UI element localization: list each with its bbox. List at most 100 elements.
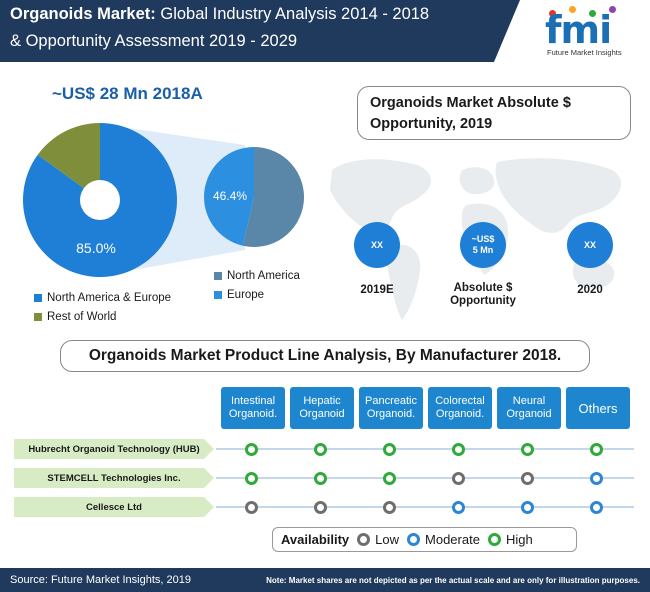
header-banner xyxy=(0,0,520,62)
pie-main-data-label: 85.0% xyxy=(76,240,116,256)
pie-charts: 85.0% 46.4% xyxy=(22,123,305,277)
opportunity-circle-2019: XX xyxy=(354,222,400,268)
column-header-line1: Pancreatic xyxy=(365,395,417,407)
logo-subtitle: Future Market Insights xyxy=(547,48,622,57)
page-title-rest: Global Industry Analysis 2014 - 2018 xyxy=(155,5,430,23)
availability-high: High xyxy=(487,532,533,547)
availability-dot-high xyxy=(451,442,465,456)
opportunity-title-line1: Organoids Market Absolute $ xyxy=(370,95,571,111)
pie-sub-slice-0 xyxy=(242,147,305,248)
availability-title: Availability xyxy=(281,532,350,547)
opportunity-circle-absolute: ~US$ 5 Mn xyxy=(460,222,506,268)
availability-dot-moderate xyxy=(589,471,603,485)
availability-dot-low xyxy=(520,471,534,485)
opportunity-label-2019: 2019E xyxy=(360,284,394,296)
page-title-bold: Organoids Market: xyxy=(10,5,156,23)
availability-dot-high xyxy=(313,442,327,456)
opportunity-label-absolute-line2: Opportunity xyxy=(450,295,516,307)
opportunity-label-absolute-line1: Absolute $ xyxy=(453,282,513,294)
moderate-dot-icon xyxy=(407,533,421,546)
availability-dot-moderate xyxy=(520,500,534,514)
availability-dot-moderate xyxy=(589,500,603,514)
column-header-neural: Neural Organoid xyxy=(497,387,561,429)
opportunity-value-absolute-line1: ~US$ xyxy=(471,234,495,244)
page-subtitle: & Opportunity Assessment 2019 - 2029 xyxy=(10,32,298,50)
manufacturer-cellesce: Cellesce Ltd xyxy=(14,497,214,517)
opportunity-value-2020: XX xyxy=(583,239,596,250)
opportunity-circle-2020: XX xyxy=(567,222,613,268)
legend-label: North America & Europe xyxy=(47,292,172,304)
low-dot-icon xyxy=(357,533,371,546)
market-size: ~US$ 28 Mn 2018A xyxy=(52,84,203,103)
column-header-line1: Neural xyxy=(512,395,546,407)
column-header-line2: Organoid. xyxy=(435,408,485,420)
legend-item-europe: Europe xyxy=(214,289,264,301)
logo-dot-orange xyxy=(569,6,576,13)
column-header-line2: Organoid. xyxy=(366,408,416,420)
manufacturer-stemcell: STEMCELL Technologies Inc. xyxy=(14,468,214,488)
column-header-line2: Organoid xyxy=(506,408,552,420)
availability-low-label: Low xyxy=(375,532,400,547)
availability-moderate-label: Moderate xyxy=(425,532,480,547)
legend-label: North America xyxy=(227,270,300,282)
column-header-others: Others xyxy=(566,387,630,429)
pie-sub-data-label: 46.4% xyxy=(213,189,247,203)
pie-sub xyxy=(204,147,305,248)
availability-dot-high xyxy=(244,471,258,485)
availability-low: Low xyxy=(357,532,399,547)
column-header-colorectal: Colorectal Organoid. xyxy=(428,387,492,429)
footer: Source: Future Market Insights, 2019 Not… xyxy=(0,568,650,592)
legend-label: Europe xyxy=(227,289,265,301)
legend-label: Rest of World xyxy=(47,311,117,323)
column-header-pancreatic: Pancreatic Organoid. xyxy=(359,387,423,429)
high-dot-icon xyxy=(487,533,501,546)
availability-high-label: High xyxy=(505,532,533,547)
availability-dot-low xyxy=(382,500,396,514)
opportunity-label-absolute: Absolute $ Opportunity xyxy=(436,282,530,308)
footer-source: Source: Future Market Insights, 2019 xyxy=(10,574,191,586)
legend-item-north-america: North America xyxy=(214,270,300,282)
column-header-line2: Organoid. xyxy=(228,408,278,420)
logo-dot-red xyxy=(549,10,556,17)
legend-swatch xyxy=(34,313,42,321)
column-header-intestinal: Intestinal Organoid. xyxy=(221,387,285,429)
column-header-hepatic: Hepatic Organoid xyxy=(290,387,354,429)
availability-dot-high xyxy=(589,442,603,456)
column-header-line1: Hepatic xyxy=(303,395,341,407)
product-line-title: Organoids Market Product Line Analysis, … xyxy=(60,340,590,372)
legend-item-row: Rest of World xyxy=(34,311,116,323)
availability-dot-high xyxy=(313,471,327,485)
legend-swatch xyxy=(34,294,42,302)
logo-dot-green xyxy=(589,10,596,17)
logo-letters: fmi xyxy=(545,8,612,52)
availability-dot-high xyxy=(382,471,396,485)
legend-swatch xyxy=(214,291,222,299)
fmi-logo: fmi Future Market Insights xyxy=(535,4,645,60)
legend-item-na-eu: North America & Europe xyxy=(34,292,171,304)
column-header-line1: Intestinal xyxy=(230,395,276,407)
page-title: Organoids Market: Global Industry Analys… xyxy=(10,5,429,24)
pie-sub-slice-1 xyxy=(204,147,254,246)
availability-dot-low xyxy=(451,471,465,485)
availability-dot-high xyxy=(244,442,258,456)
row-line xyxy=(216,448,634,450)
pie-main-slice-1 xyxy=(37,123,100,200)
opportunity-title-box: Organoids Market Absolute $ Opportunity,… xyxy=(357,86,631,140)
manufacturer-hub: Hubrecht Organoid Technology (HUB) xyxy=(14,439,214,459)
logo-dot-purple xyxy=(609,6,616,13)
row-line xyxy=(216,477,634,479)
footer-note: Note: Market shares are not depicted as … xyxy=(266,575,640,585)
availability-dot-high xyxy=(520,442,534,456)
opportunity-value-absolute-line2: 5 Mn xyxy=(472,245,494,255)
opportunity-label-2020: 2020 xyxy=(577,284,603,296)
column-header-line1: Colorectal xyxy=(435,395,485,407)
legend-swatch xyxy=(214,272,222,280)
availability-dot-low xyxy=(244,500,258,514)
availability-moderate: Moderate xyxy=(407,532,480,547)
opportunity-value-2019: XX xyxy=(370,239,383,250)
row-line xyxy=(216,506,634,508)
availability-legend: Availability Low Moderate High xyxy=(272,527,577,552)
availability-dot-moderate xyxy=(451,500,465,514)
availability-dot-low xyxy=(313,500,327,514)
column-header-line2: Organoid xyxy=(299,408,345,420)
